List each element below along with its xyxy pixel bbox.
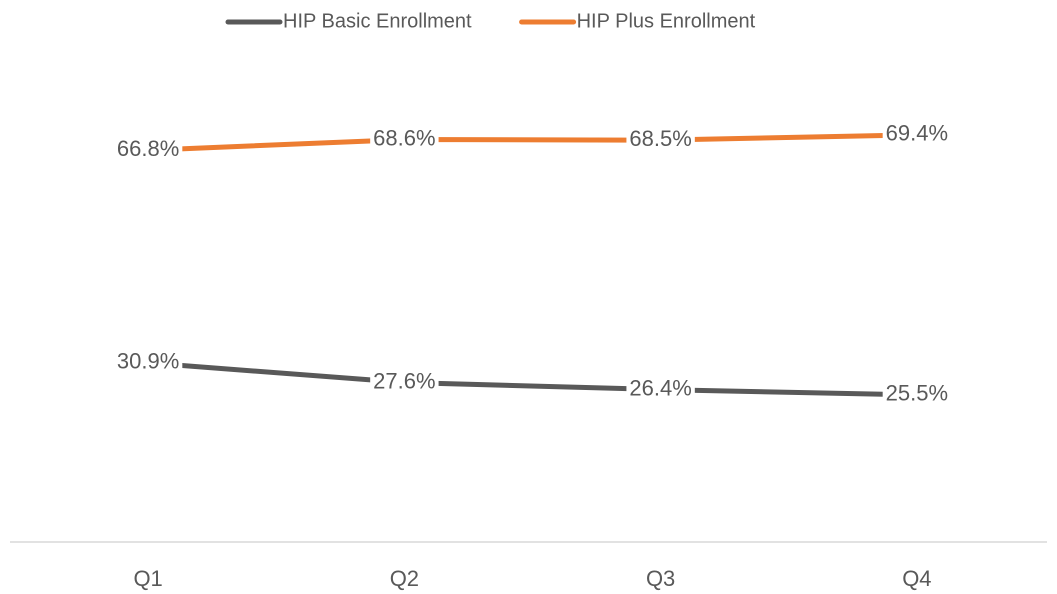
data-label-bg xyxy=(370,368,439,397)
data-label: 66.8% xyxy=(117,136,179,161)
data-label: 25.5% xyxy=(886,381,948,406)
series-line xyxy=(145,360,920,398)
data-label-group: 25.5% xyxy=(882,380,952,409)
data-label: 68.5% xyxy=(629,126,691,151)
data-label-bg xyxy=(626,126,695,155)
legend-label: HIP Basic Enrollment xyxy=(283,10,472,32)
data-label-group: 68.5% xyxy=(626,126,695,155)
data-label-group: 26.4% xyxy=(626,375,695,404)
data-label: 27.6% xyxy=(373,368,435,393)
data-label: 30.9% xyxy=(117,349,179,374)
x-tick-label: Q4 xyxy=(902,566,931,591)
data-label: 68.6% xyxy=(373,125,435,150)
legend-label: HIP Plus Enrollment xyxy=(577,10,756,32)
data-label-bg xyxy=(113,136,183,165)
series-line xyxy=(145,132,920,153)
x-tick-label: Q3 xyxy=(646,566,675,591)
data-label-bg xyxy=(626,375,695,404)
data-label-group: 69.4% xyxy=(882,120,952,149)
data-label-group: 27.6% xyxy=(370,368,439,397)
data-label: 69.4% xyxy=(886,121,948,146)
x-tick-label: Q1 xyxy=(133,566,162,591)
data-label-bg xyxy=(370,125,439,154)
x-tick-label: Q2 xyxy=(390,566,419,591)
data-label-group: 66.8% xyxy=(113,136,183,165)
data-label-bg xyxy=(882,120,952,149)
data-label-bg xyxy=(113,348,183,377)
data-label-group: 68.6% xyxy=(370,125,439,154)
data-label: 26.4% xyxy=(629,375,691,400)
data-label-group: 30.9% xyxy=(113,348,183,377)
data-label-bg xyxy=(882,380,952,409)
